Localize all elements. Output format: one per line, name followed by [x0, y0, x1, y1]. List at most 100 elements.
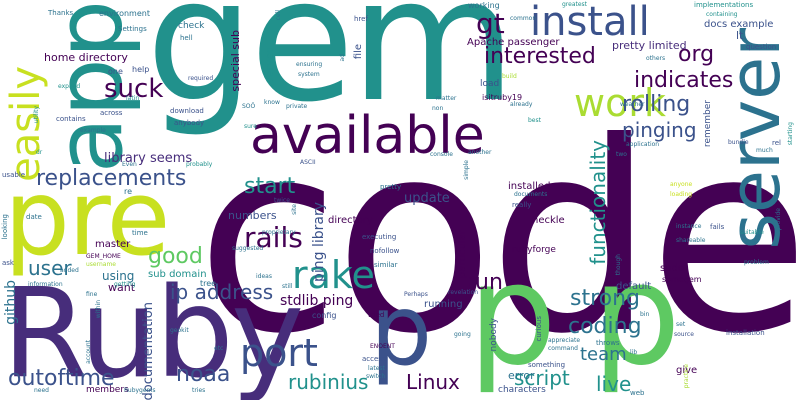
word-problem: problem [744, 259, 769, 266]
word-config: config [312, 311, 337, 320]
word-update: update [404, 191, 450, 206]
word-provide: provide [775, 208, 782, 231]
word-linux: Linux [406, 370, 460, 394]
word-geokit: geokit [170, 327, 189, 334]
word-work: work [574, 81, 666, 125]
word-ask: ask [2, 259, 14, 267]
word-non: non [432, 105, 444, 112]
word-cell: cell [275, 10, 282, 21]
word-installation: installation [726, 329, 765, 337]
word-ad: ad [339, 54, 346, 62]
word-good: good [148, 244, 203, 269]
word-settings: Settings [118, 25, 147, 33]
word-easily: easily [3, 66, 49, 182]
word-throws: throws [596, 339, 620, 347]
word-usable: usable [2, 171, 26, 179]
word-utility: utility [33, 106, 40, 124]
word-using: using [102, 269, 135, 283]
word-numbers: numbers [228, 209, 277, 222]
word-two: two [616, 151, 627, 158]
word-fails: fails [710, 223, 725, 231]
word-rel: rel [772, 139, 781, 147]
word-within: within [95, 300, 102, 319]
word-already: already [510, 101, 533, 108]
word-switch: switch [366, 373, 386, 380]
word-going: going [454, 331, 471, 338]
word-available: available [250, 106, 485, 166]
word-interested: interested [484, 44, 596, 69]
word-documentation: documentation [141, 302, 156, 400]
word-matter: matter [436, 95, 457, 102]
word-docs-example: docs example [704, 19, 774, 30]
word-indicates: indicates [634, 68, 734, 93]
word-working: working [468, 1, 500, 10]
word-help: help [132, 65, 150, 74]
word-download: download [170, 107, 204, 115]
word-twice: twice [274, 197, 290, 204]
word-default: default [616, 281, 652, 292]
word-coding: coding [568, 314, 642, 339]
word-check: check [178, 21, 205, 31]
word-access: access [362, 355, 386, 363]
word-pre: pre [4, 157, 170, 279]
word-run: run [466, 270, 503, 295]
word-probably: probably [186, 161, 213, 168]
word-p-3: p [370, 274, 433, 388]
word-anybody: anybody [174, 119, 205, 127]
word-others: others [646, 55, 666, 62]
word-environment: environment [99, 9, 150, 18]
word-starting: starting [787, 122, 794, 146]
word-ideas: ideas [256, 273, 272, 280]
word-best: best [528, 117, 541, 124]
word-know: know [264, 99, 280, 106]
word-noaa: noaa [176, 362, 231, 387]
word-tree: tree [200, 279, 217, 288]
word-added: added [60, 267, 79, 274]
word-install: install [530, 0, 650, 45]
word-common: common [510, 15, 537, 22]
word-nofollow: nofollow [370, 247, 400, 255]
word-proprietary: proprietary [262, 229, 296, 236]
word-executing: executing [362, 233, 397, 241]
word-port: port [240, 331, 318, 375]
word-perhaps: Perhaps [404, 291, 428, 298]
word-error: error [508, 369, 535, 382]
word-user: user [28, 256, 72, 280]
word-dr: dr [36, 149, 43, 156]
word-practice: practice [683, 364, 690, 389]
word-org: org [678, 42, 715, 67]
word-nobody: nobody [489, 318, 499, 352]
word-suck: suck [104, 74, 164, 104]
word-github: github [3, 280, 19, 325]
word-application: application [626, 141, 660, 148]
word-private: private [286, 103, 308, 110]
word-pretty2: pretty [380, 183, 402, 191]
word-another: another [468, 149, 492, 156]
word-ping-library: ping library [311, 202, 327, 283]
word-expand: expand [58, 83, 81, 90]
word-similar: similar [374, 261, 398, 269]
word-start: start [244, 174, 296, 199]
word-username: username [86, 261, 116, 268]
word-revelation: revelation [448, 289, 479, 296]
word-implementations: implementations [694, 1, 754, 9]
word-suitable: suitable [740, 229, 764, 236]
word-instance: instance [676, 223, 702, 230]
word-account: account [85, 340, 92, 364]
word-required: required [188, 75, 214, 82]
word-apache-passenger: Apache passenger [467, 37, 560, 48]
word-heckle: heckle [532, 215, 565, 226]
word-sudo: sudo [660, 263, 685, 274]
word-bin: bin [640, 311, 650, 318]
word-question: question [746, 43, 777, 51]
word-rubyforge: rubyforge [512, 245, 556, 255]
word-href: href [354, 15, 368, 23]
word-load: load [480, 79, 500, 89]
word-ip-address: ip address [170, 280, 274, 304]
word-stdlib-ping: stdlib ping [280, 293, 354, 309]
word-soon: SOÖ [242, 103, 256, 110]
word-though: though [615, 254, 622, 276]
word-anyone: anyone [670, 181, 693, 188]
word-code: code [196, 86, 800, 391]
word-system: system [298, 71, 320, 78]
